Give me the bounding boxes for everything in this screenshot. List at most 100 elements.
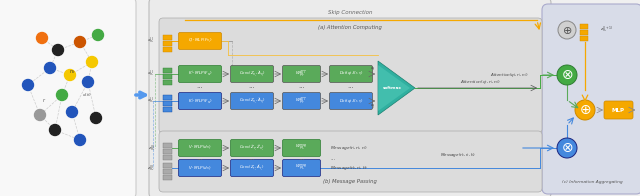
Text: $Attention(q_t,r_i,n_i)$: $Attention(q_t,r_i,n_i)$ [490,71,529,79]
FancyBboxPatch shape [230,140,273,156]
Text: softmax: softmax [383,86,401,90]
Text: $z_{n_t}^{(l)}$: $z_{n_t}^{(l)}$ [148,144,155,154]
Text: $Message(r_i,r_t,n_i)$: $Message(r_i,r_t,n_i)$ [330,144,368,152]
FancyBboxPatch shape [282,65,321,83]
FancyBboxPatch shape [159,131,542,192]
Text: $K^j\cdot MLP(F_{n_j})$: $K^j\cdot MLP(F_{n_j})$ [188,96,212,106]
Text: $Message(r_k,r_t,h)$: $Message(r_k,r_t,h)$ [440,151,476,159]
Bar [163,68,172,73]
Text: $\oplus$: $\oplus$ [562,24,572,35]
Bar [580,36,588,41]
Circle shape [52,44,63,55]
Circle shape [557,65,577,85]
Polygon shape [378,65,410,111]
Text: $d(t_i)$: $d(t_i)$ [82,91,92,99]
Text: $Dot(q_t,K_{r,n_j})$: $Dot(q_t,K_{r,n_j})$ [339,97,364,105]
FancyBboxPatch shape [179,140,221,156]
Circle shape [45,63,56,74]
Text: (a) Attention Computing: (a) Attention Computing [318,24,382,30]
Bar [163,35,172,40]
Text: (c) Information Aggregating: (c) Information Aggregating [562,180,622,184]
Bar [163,41,172,46]
Circle shape [36,33,47,44]
Text: $x_{n_t}^{(l)}$: $x_{n_t}^{(l)}$ [147,36,155,46]
Text: ...: ... [196,155,204,161]
FancyBboxPatch shape [604,101,633,119]
Text: ...: ... [348,83,355,89]
Text: $Message(r_k,r_t,h)$: $Message(r_k,r_t,h)$ [330,164,368,172]
Circle shape [90,113,102,123]
FancyBboxPatch shape [230,160,273,177]
Bar [163,74,172,79]
Bar [163,101,172,106]
Circle shape [65,70,76,81]
Text: $Conv(\tilde{Z}_{r_i},\hat{Z}_{n_i})$: $Conv(\tilde{Z}_{r_i},\hat{Z}_{n_i})$ [239,143,265,152]
Polygon shape [378,61,415,115]
Bar [580,24,588,29]
FancyBboxPatch shape [179,33,221,50]
Text: $Dot(q_t,K_{r,n_i})$: $Dot(q_t,K_{r,n_i})$ [339,70,364,78]
FancyBboxPatch shape [159,18,542,133]
Text: ...: ... [248,155,255,161]
Text: $V\cdot MLP(d_{n_j})$: $V\cdot MLP(d_{n_j})$ [188,164,212,172]
Bar [163,169,172,174]
Bar [163,155,172,160]
Circle shape [49,124,61,135]
Bar [163,107,172,112]
Bar [163,47,172,52]
Text: $Conv(Z_{r_j},\hat{A}_{r_j})$: $Conv(Z_{r_j},\hat{A}_{r_j})$ [239,164,265,172]
Text: $z_{n_k}^{(l)}$: $z_{n_k}^{(l)}$ [147,164,155,174]
Bar [163,80,172,85]
Text: ...: ... [330,155,335,161]
FancyBboxPatch shape [230,65,273,83]
Circle shape [67,106,77,117]
Text: $r$: $r$ [42,96,46,104]
Text: ...: ... [298,83,305,89]
Text: $K^i\cdot MLP(F_{n_i})$: $K^i\cdot MLP(F_{n_i})$ [188,69,212,79]
Text: $Conv(Z_{n_j},\hat{A}_{n_j})$: $Conv(Z_{n_j},\hat{A}_{n_j})$ [239,97,266,105]
Circle shape [22,80,33,91]
FancyBboxPatch shape [179,65,221,83]
FancyBboxPatch shape [0,0,136,196]
Text: $V\cdot MLP(d_{n_i})$: $V\cdot MLP(d_{n_i})$ [188,144,212,152]
Text: $\otimes$: $\otimes$ [561,68,573,82]
FancyBboxPatch shape [330,93,372,110]
Text: Skip Connection: Skip Connection [328,9,372,15]
Text: (b) Message Passing: (b) Message Passing [323,179,377,183]
FancyBboxPatch shape [282,160,321,177]
FancyBboxPatch shape [282,93,321,110]
Text: $\alpha_j$: $\alpha_j$ [371,103,376,111]
Circle shape [35,110,45,121]
Circle shape [93,30,104,41]
FancyBboxPatch shape [542,4,640,194]
Text: $W_{pq_i}^{ATT}$: $W_{pq_i}^{ATT}$ [296,68,308,80]
Text: $Attention(q_t,r_i,n_i)$: $Attention(q_t,r_i,n_i)$ [460,78,500,86]
Bar [163,163,172,168]
Text: $W_{pq_j}^{msg}$: $W_{pq_j}^{msg}$ [295,163,308,173]
Text: $Q\cdot MLP(F_{n_t})$: $Q\cdot MLP(F_{n_t})$ [188,37,212,45]
FancyBboxPatch shape [179,160,221,177]
Text: ...: ... [298,155,305,161]
Bar [163,143,172,148]
FancyBboxPatch shape [149,0,551,196]
Circle shape [558,21,576,39]
FancyBboxPatch shape [282,140,321,156]
Text: $Attention(q_t,r_j,n_j)$: $Attention(q_t,r_j,n_j)$ [460,91,500,99]
Text: $Conv(Z_{n_i},\hat{A}_{n_i})$: $Conv(Z_{n_i},\hat{A}_{n_i})$ [239,70,266,79]
Circle shape [86,56,97,67]
Circle shape [557,138,577,158]
Text: $z_{n_t}^{(l+1)}$: $z_{n_t}^{(l+1)}$ [600,25,613,35]
FancyBboxPatch shape [230,93,273,110]
Circle shape [56,90,67,101]
Bar [163,149,172,154]
Circle shape [74,36,86,47]
Text: $\otimes$: $\otimes$ [561,141,573,155]
Text: $\oplus$: $\oplus$ [579,103,591,117]
Text: $\alpha_i$: $\alpha_i$ [371,65,376,73]
Circle shape [83,76,93,87]
FancyBboxPatch shape [179,93,221,110]
Text: $x_{n_i}^{(l)}$: $x_{n_i}^{(l)}$ [147,69,155,79]
Bar [580,30,588,35]
Text: ...: ... [248,83,255,89]
Text: $x_{n_j}^{(l)}$: $x_{n_j}^{(l)}$ [147,96,155,106]
